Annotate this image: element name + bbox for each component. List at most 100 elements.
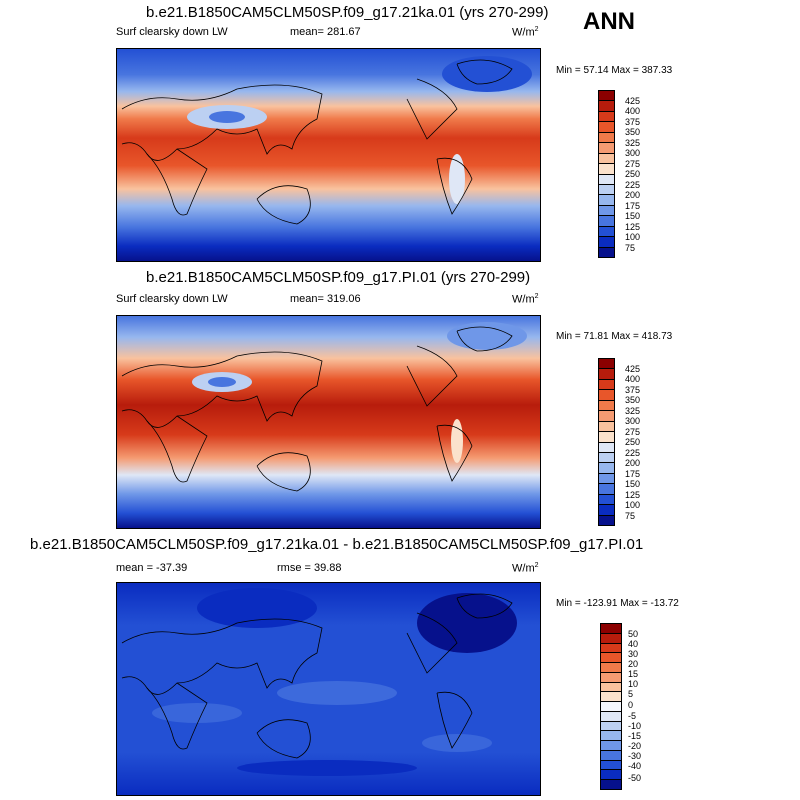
colorbar-swatch [599,369,614,380]
panel-1-units: W/m2 [512,26,539,39]
panel-2-colorbar [598,358,615,526]
colorbar-swatch [601,692,621,703]
panel-3-colorbar [600,623,622,790]
colorbar-tick-label: 425 [625,363,641,374]
colorbar-swatch [601,760,621,771]
colorbar-swatch [599,400,614,412]
colorbar-swatch [599,226,614,238]
panel-2-variable-label: Surf clearsky down LW [116,293,228,305]
colorbar-swatch [599,411,614,422]
colorbar-tick-label: 20 [628,659,639,669]
colorbar-swatch [601,741,621,751]
colorbar-swatch [599,452,614,464]
colorbar-swatch [599,421,614,433]
colorbar-swatch [599,432,614,443]
colorbar-swatch [599,111,614,123]
colorbar-tick-label: 400 [625,106,641,116]
colorbar-swatch [599,122,614,133]
panel-1-minmax: Min = 57.14 Max = 387.33 [556,65,673,76]
colorbar-tick-label: 200 [625,190,641,200]
colorbar-swatch [599,247,614,257]
colorbar-swatch [599,164,614,175]
panel-1-map-field [117,49,540,261]
colorbar-swatch [599,216,614,227]
colorbar-tick-label: 200 [625,458,641,468]
panel-2-mean: mean= 319.06 [290,293,361,305]
colorbar-tick-label: -5 [628,711,637,721]
panel-1-variable-label: Surf clearsky down LW [116,26,228,38]
panel-3-title: b.e21.B1850CAM5CLM50SP.f09_g17.21ka.01 -… [30,536,644,553]
panel-2-map [116,315,541,529]
colorbar-swatch [599,379,614,391]
colorbar-tick-label: -50 [628,773,642,783]
colorbar-swatch [599,101,614,112]
colorbar-tick-label: -30 [628,751,642,761]
colorbar-tick-label: 250 [625,437,641,447]
colorbar-tick-label: 5 [628,689,634,699]
colorbar-tick-label: 225 [625,179,641,190]
panel-3-mean: mean = -37.39 [116,562,188,574]
colorbar-tick-label: 30 [628,649,639,659]
colorbar-swatch [599,184,614,196]
colorbar-swatch [599,359,614,370]
colorbar-tick-label: 375 [625,384,641,395]
colorbar-swatch [601,770,621,781]
colorbar-tick-label: 125 [625,489,641,500]
colorbar-swatch [599,390,614,401]
colorbar-swatch [601,721,621,732]
colorbar-swatch [599,484,614,495]
colorbar-tick-label: 250 [625,169,641,179]
colorbar-swatch [601,663,621,673]
colorbar-tick-label: -20 [628,741,642,751]
panel-2-units: W/m2 [512,293,539,306]
colorbar-swatch [599,174,614,185]
colorbar-tick-label: 350 [625,127,641,137]
colorbar-tick-label: 300 [625,416,641,426]
colorbar-tick-label: 300 [625,148,641,158]
panel-1-colorbar [598,90,615,258]
colorbar-tick-label: 150 [625,479,641,489]
colorbar-tick-label: 15 [628,669,639,679]
colorbar-tick-label: 400 [625,374,641,384]
colorbar-swatch [599,494,614,506]
colorbar-swatch [599,442,614,453]
colorbar-tick-label: 275 [625,158,641,169]
panel-3-units: W/m2 [512,562,539,575]
colorbar-tick-label: 125 [625,221,641,232]
colorbar-swatch [599,473,614,485]
colorbar-swatch [601,731,621,742]
colorbar-tick-label: 375 [625,116,641,127]
panel-1-colorbar-ticks: 425 400 375 350 325 300 275 250 225 200 … [625,90,665,258]
colorbar-swatch [599,153,614,165]
colorbar-tick-label: 100 [625,232,641,242]
colorbar-tick-label: 0 [628,700,634,710]
panel-1-title: b.e21.B1850CAM5CLM50SP.f09_g17.21ka.01 (… [146,4,549,21]
colorbar-swatch [601,653,621,664]
colorbar-tick-label: 75 [625,510,636,521]
colorbar-swatch [601,672,621,683]
colorbar-swatch [601,624,621,634]
colorbar-tick-label: -15 [628,731,642,741]
panel-2-minmax: Min = 71.81 Max = 418.73 [556,331,673,342]
colorbar-swatch [599,143,614,154]
colorbar-tick-label: 325 [625,405,641,416]
colorbar-swatch [601,702,621,712]
colorbar-tick-label: 10 [628,679,639,689]
colorbar-swatch [601,750,621,761]
colorbar-swatch [599,505,614,516]
colorbar-tick-label: 350 [625,395,641,405]
colorbar-tick-label: 150 [625,211,641,221]
colorbar-swatch [599,463,614,474]
colorbar-swatch [601,682,621,693]
colorbar-tick-label: 40 [628,639,639,649]
colorbar-swatch [599,515,614,525]
colorbar-tick-label: -40 [628,761,642,771]
colorbar-tick-label: 50 [628,629,639,639]
colorbar-swatch [599,132,614,144]
colorbar-tick-label: 100 [625,500,641,510]
colorbar-swatch [601,780,621,790]
colorbar-tick-label: -10 [628,721,642,731]
colorbar-swatch [599,195,614,206]
panel-2-colorbar-ticks: 425 400 375 350 325 300 275 250 225 200 … [625,358,665,526]
panel-3-map-field [117,583,540,795]
